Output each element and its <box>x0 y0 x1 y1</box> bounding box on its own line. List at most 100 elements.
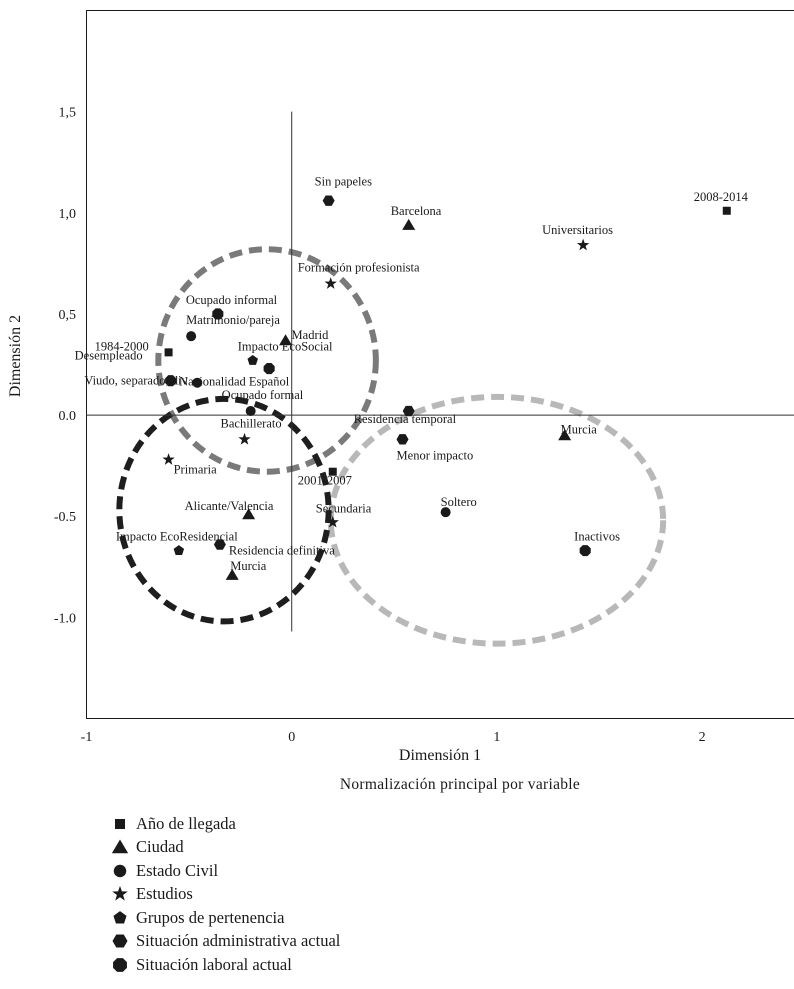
point-label: Formación profesionista <box>298 261 420 275</box>
legend-marker <box>112 934 128 948</box>
point-label: Murcia <box>561 422 598 436</box>
point-label: 2001-2007 <box>298 474 352 488</box>
point-label: Impacto EcoResidencial <box>116 530 238 544</box>
point-2001-2007 <box>328 467 337 476</box>
y-tick-label: -0.5 <box>54 510 76 525</box>
legend-item: Estado Civil <box>110 859 340 883</box>
legend-item: Grupos de pertenencia <box>110 906 340 930</box>
legend-label: Estado Civil <box>136 860 219 880</box>
legend-marker <box>111 839 129 854</box>
legend-marker <box>115 818 125 829</box>
x-axis-title: Dimensión 1 <box>399 747 481 764</box>
point-label: Nacionalidad Español <box>179 375 290 389</box>
data-points: 2008-2014 1984-2000 2001-2007 Barcelona Madr… <box>75 175 749 580</box>
point-1984-2000 <box>164 348 173 357</box>
point-label: Ocupado formal <box>222 388 304 402</box>
point-label: Inactivos <box>574 530 620 544</box>
reference-lines <box>86 111 794 632</box>
point-bachillerato <box>238 432 251 445</box>
point-label: Viudo, separado, div <box>84 374 188 388</box>
point-menor-impacto <box>396 434 409 445</box>
legend-label: Año de llegada <box>136 813 236 833</box>
point-universitarios <box>576 238 590 251</box>
point-label: Universitarios <box>542 223 613 237</box>
y-tick-label: 1,0 <box>59 207 77 222</box>
point-residencia-temporal <box>402 405 415 417</box>
legend-item: Situación laboral actual <box>110 953 340 977</box>
point-label: Soltero <box>441 495 477 509</box>
legend-item: Ciudad <box>110 836 340 860</box>
legend-item: Situación administrativa actual <box>110 930 340 954</box>
point-murcia <box>558 429 572 441</box>
y-tick-labels: 1,5 1,0 0,5 0.0 -0.5 -1.0 <box>54 106 76 627</box>
legend-triangle-icon <box>111 839 129 854</box>
cluster-ellipses <box>116 246 667 647</box>
point-label: Secundaria <box>316 501 372 515</box>
x-tick-label: -1 <box>81 730 93 745</box>
point-alicante-valencia <box>242 508 256 520</box>
point-desempleado <box>165 375 177 387</box>
point-soltero <box>440 507 451 518</box>
x-tick-label: 1 <box>493 730 500 745</box>
legend: Año de llegada Ciudad Estado Civil Estudios… <box>110 812 340 977</box>
point-label: Primaria <box>174 463 217 477</box>
legend-item: Año de llegada <box>110 812 340 836</box>
point-label: Ocupado informal <box>186 293 278 307</box>
y-tick-label: 0,5 <box>59 308 77 323</box>
x-tick-label: 2 <box>699 730 706 745</box>
point-ocupado-informal <box>212 308 224 320</box>
point-label: Alicante/Valencia <box>185 499 274 513</box>
plot-frame <box>86 10 794 719</box>
cluster-ellipse-2 <box>327 393 667 647</box>
legend-hexagon-icon <box>112 934 128 948</box>
point-nacionalidad-espa-ol <box>263 363 275 375</box>
point-label: Residencia temporal <box>354 412 457 426</box>
legend-label: Grupos de pertenencia <box>136 907 285 927</box>
point-murcia <box>225 568 239 580</box>
legend-label: Ciudad <box>136 837 184 857</box>
point-inactivos <box>579 545 591 557</box>
point-label: Residencia definitiva <box>229 544 335 558</box>
legend-label: Situación laboral actual <box>136 954 292 974</box>
legend-label: Estudios <box>136 884 193 904</box>
y-axis-title: Dimensión 2 <box>7 315 24 397</box>
legend-marker <box>112 886 128 901</box>
legend-octagon-icon <box>113 957 127 972</box>
point-barcelona <box>402 218 416 230</box>
point-label: Murcia <box>230 559 267 573</box>
point-2008-2014 <box>722 206 731 215</box>
legend-label: Situación administrativa actual <box>136 931 341 951</box>
legend-pentagon-icon <box>113 910 127 924</box>
point-matrimonio-pareja <box>186 331 197 342</box>
point-label: Matrimonio/pareja <box>186 313 280 327</box>
point-label: Menor impacto <box>397 448 474 462</box>
point-impacto-ecoresidencial <box>173 545 185 556</box>
point-formaci-n-profesionista <box>324 277 337 289</box>
point-label: Bachillerato <box>221 416 282 430</box>
point-label: Impacto EcoSocial <box>238 339 333 353</box>
point-label: Sin papeles <box>315 175 372 189</box>
point-primaria <box>162 453 175 465</box>
cluster-ellipse-3 <box>116 395 332 625</box>
cluster-ellipse-1 <box>155 246 379 475</box>
legend-marker <box>113 957 127 972</box>
point-label: Desempleado <box>75 349 143 363</box>
point-viudo-separado-div <box>192 377 203 388</box>
x-tick-labels: -1 0 1 2 <box>81 730 706 745</box>
point-secundaria <box>326 515 339 528</box>
point-label: Barcelona <box>391 204 442 218</box>
y-tick-label: 0.0 <box>59 409 77 424</box>
legend-square-icon <box>115 818 125 829</box>
point-label: Madrid <box>292 328 330 342</box>
x-tick-label: 0 <box>288 730 295 745</box>
y-tick-label: -1.0 <box>54 611 76 626</box>
y-tick-label: 1,5 <box>59 106 77 121</box>
chart: 1,5 1,0 0,5 0.0 -0.5 -1.0 -1 0 1 2 2008-2014 1984… <box>7 10 794 793</box>
legend-item: Estudios <box>110 883 340 907</box>
point-madrid <box>279 334 293 346</box>
point-label: 1984-2000 <box>95 339 149 353</box>
legend-marker <box>113 910 127 924</box>
point-sin-papeles <box>322 195 335 206</box>
point-residencia-definitiva <box>213 539 226 550</box>
legend-circle-icon <box>113 864 127 877</box>
